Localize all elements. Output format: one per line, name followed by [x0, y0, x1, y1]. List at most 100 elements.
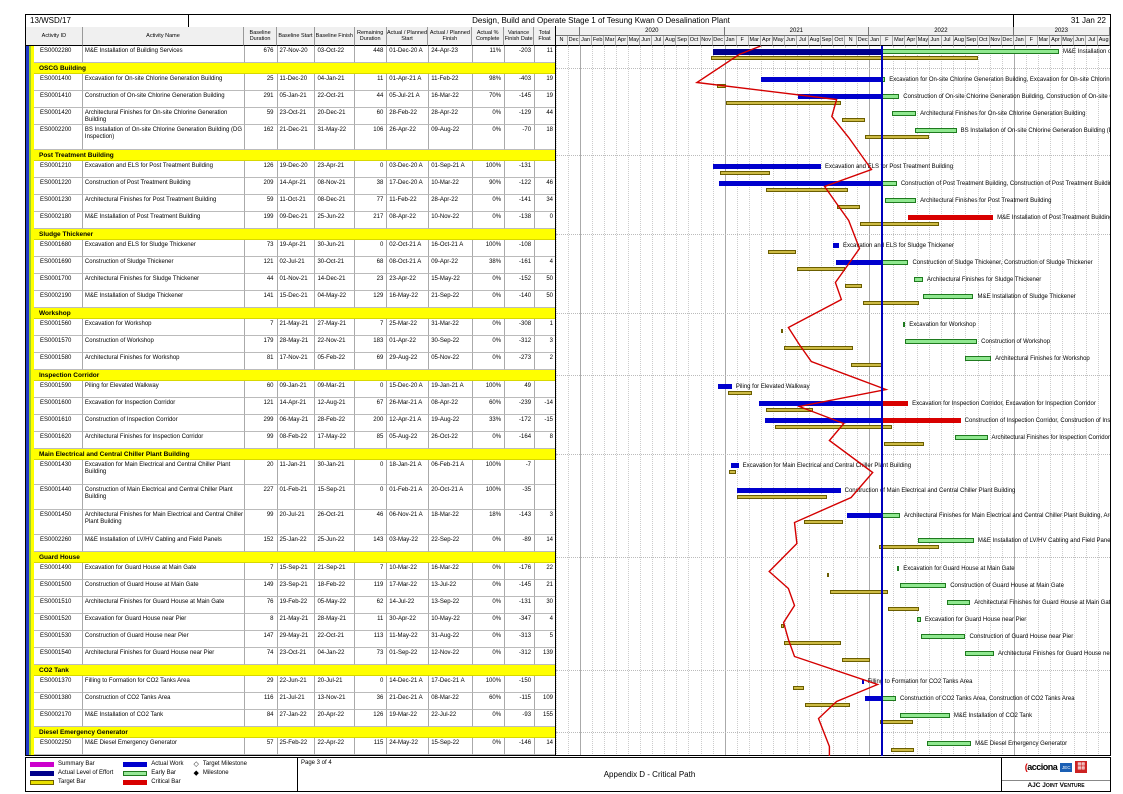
cell-2: 44 [244, 274, 278, 291]
month-header: Jan [869, 36, 882, 46]
cell-1: Filling to Formation for CO2 Tanks Area [82, 676, 245, 693]
target-bar-ES0001600 [765, 408, 814, 412]
cell-2: 141 [244, 291, 278, 308]
bar-label-ES0001420: Architectural Finishes for On-site Chlor… [920, 111, 1086, 117]
bar-label-ES0002190: M&E Installation of Sludge Thickener [977, 294, 1076, 300]
table-row-ES0001570: ES0001570 Construction of Workshop 179 28-M… [34, 336, 556, 353]
cell-0: ES0001400 [34, 74, 83, 91]
cell-7: 18-Mar-22 [429, 510, 474, 535]
target-bar-ES0001540 [841, 658, 871, 662]
legend-label: Target Bar [58, 779, 86, 785]
cell-7: 22-Sep-22 [429, 535, 474, 552]
cell-5: 217 [355, 212, 388, 229]
cell-0: ES0001370 [34, 676, 83, 693]
legend-label: Milestone [202, 770, 229, 776]
bar-label-ES0001370: Filling to Formation for CO2 Tanks Area [867, 679, 973, 685]
cell-10: 5 [535, 631, 556, 648]
remaining-bar-ES0001580 [964, 356, 992, 361]
section-band: Sludge Thickener [34, 229, 556, 240]
cell-5: 38 [355, 178, 388, 195]
cell-4: 05-May-22 [315, 597, 356, 614]
bar-label-ES0001490: Excavation for Guard House at Main Gate [903, 566, 1015, 572]
cell-9: -146 [505, 738, 536, 755]
column-header-7: Actual / Planned Finish [428, 27, 473, 46]
cell-8: 0% [473, 212, 506, 229]
cell-2: 74 [244, 648, 278, 665]
bar-label-ES0001680: Excavation and ELS for Sludge Thickener [843, 243, 954, 249]
cell-10: 21 [535, 580, 556, 597]
cell-8: 100% [473, 485, 506, 510]
month-header: Sep [821, 36, 834, 46]
cell-8: 33% [473, 415, 506, 432]
cell-1: Excavation for Main Electrical and Centr… [82, 460, 245, 485]
cell-9: -161 [505, 257, 536, 274]
month-header: May [1061, 36, 1075, 46]
cell-5: 46 [355, 510, 388, 535]
bar-label-ES0001430: Excavation for Main Electrical and Centr… [742, 463, 912, 469]
cell-1: Construction of Workshop [82, 336, 245, 353]
cell-0: ES0001430 [34, 460, 83, 485]
cell-3: 21-Dec-21 [277, 125, 316, 150]
cell-5: 126 [355, 710, 388, 727]
cell-6: 26-Apr-22 [387, 125, 430, 150]
cell-4: 22-Oct-21 [315, 631, 356, 648]
cell-10: 3 [535, 336, 556, 353]
cell-8: 0% [473, 631, 506, 648]
target-bar-ES0001210 [719, 171, 770, 175]
table-row-ES0001560: ES0001560 Excavation for Workshop 7 21-May-… [34, 319, 556, 336]
cell-10: 109 [535, 693, 556, 710]
target-bar-ES0001570 [783, 346, 854, 350]
cell-4: 28-May-21 [315, 614, 356, 631]
cell-0: ES0001380 [34, 693, 83, 710]
cell-2: 59 [244, 108, 278, 125]
cell-3: 21-May-21 [277, 614, 316, 631]
cell-5: 85 [355, 432, 388, 449]
cell-2: 73 [244, 240, 278, 257]
cell-4: 09-Mar-21 [315, 381, 356, 398]
table-row-ES0001580: ES0001580 Architectural Finishes for Work… [34, 353, 556, 370]
cell-6: 01-Apr-21 A [387, 74, 430, 91]
report-date: 31 Jan 22 [1070, 16, 1106, 25]
cell-7: 31-Aug-22 [429, 631, 474, 648]
cell-5: 23 [355, 274, 388, 291]
target-bar-ES0002170 [879, 720, 913, 724]
cell-10: 3 [535, 510, 556, 535]
cell-3: 21-May-21 [277, 319, 316, 336]
cell-4: 13-Nov-21 [315, 693, 356, 710]
bar-label-ES0001700: Architectural Finishes for Sludge Thicke… [926, 277, 1042, 283]
cell-6: 01-Apr-22 [387, 336, 430, 353]
legend-item: Actual Level of Effort [30, 770, 113, 777]
cell-6: 21-Dec-21 A [387, 693, 430, 710]
cell-0: ES0001570 [34, 336, 83, 353]
table-row-ES0002170: ES0002170 M&E Installation of CO2 Tank 84 2… [34, 710, 556, 727]
cell-6: 30-Apr-22 [387, 614, 430, 631]
cell-4: 04-Jan-21 [315, 74, 356, 91]
cell-7: 20-Oct-21 A [429, 485, 474, 510]
cell-8: 0% [473, 108, 506, 125]
month-gridline [592, 46, 594, 756]
cell-4: 21-Sep-21 [315, 563, 356, 580]
cell-9: -273 [505, 353, 536, 370]
legend-column-3: ◇ Target Milestone ◆ Milestone [194, 761, 247, 789]
column-header-8: Actual % Complete [472, 27, 505, 46]
section-band: CO2 Tank [34, 665, 556, 676]
cell-1: Construction of Guard House near Pier [82, 631, 245, 648]
cell-9: -145 [505, 580, 536, 597]
cell-7: 13-Jul-22 [429, 580, 474, 597]
column-header-10: Total Float [534, 27, 556, 46]
bar-label-ES0002200: BS Installation of On-site Chlorine Gene… [960, 128, 1110, 134]
year-header-2022: 2022 [869, 27, 1014, 36]
cell-4: 22-Nov-21 [315, 336, 356, 353]
acciona-mark-icon: ( [1024, 762, 1028, 772]
cell-1: Excavation for Guard House near Pier [82, 614, 245, 631]
table-row-ES0002190: ES0002190 M&E Installation of Sludge Thic… [34, 291, 556, 308]
cell-1: M&E Installation of CO2 Tank [82, 710, 245, 727]
cell-8: 11% [473, 46, 506, 63]
bar-label-ES0001500: Construction of Guard House at Main Gate [950, 583, 1064, 589]
cell-7: 05-Nov-22 [429, 353, 474, 370]
year-header-2021: 2021 [724, 27, 870, 36]
cell-5: 0 [355, 381, 388, 398]
cell-0: ES0002170 [34, 710, 83, 727]
cell-4: 04-Jan-22 [315, 648, 356, 665]
cell-6: 14-Dec-21 A [387, 676, 430, 693]
